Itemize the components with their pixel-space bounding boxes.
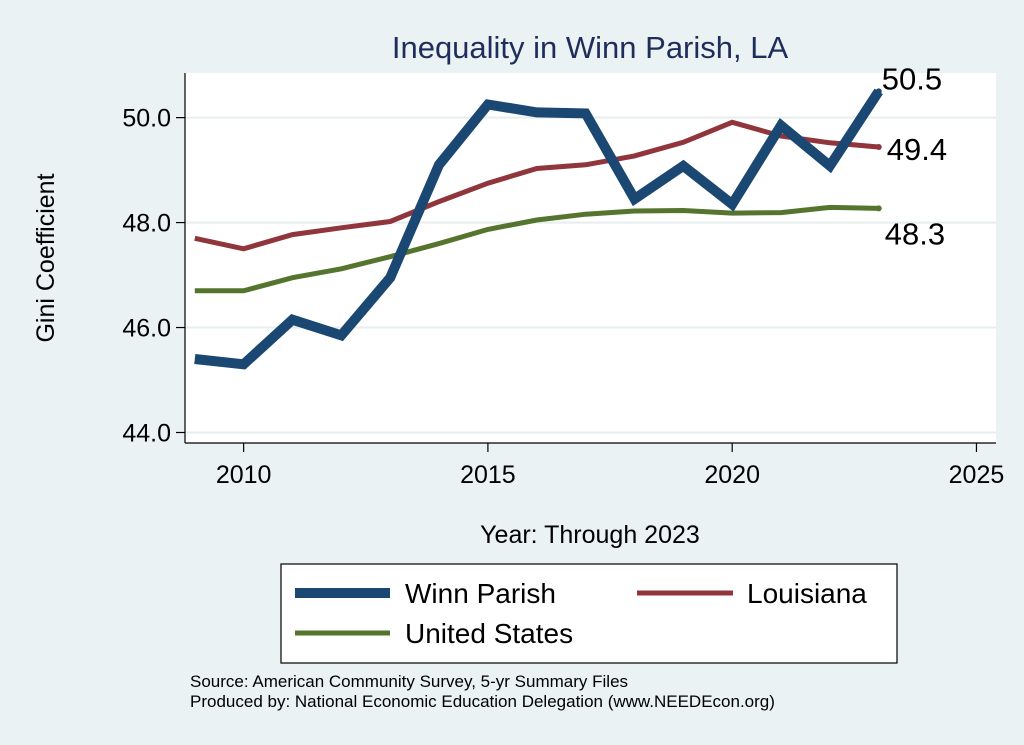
- series-line-louisiana: [194, 119, 879, 252]
- x-tick-label: 2010: [216, 461, 272, 489]
- x-tick-label: 2015: [460, 461, 516, 489]
- series-endpoint: [875, 205, 882, 212]
- axes: 44.0 46.0 48.0 50.0 2010 2015 2020 2025: [122, 73, 1004, 489]
- legend-label-louisiana: Louisiana: [747, 578, 867, 609]
- x-tick-label: 2020: [704, 461, 760, 489]
- plot-area: [185, 73, 996, 443]
- end-labels: 50.5 49.4 48.3: [882, 61, 947, 251]
- chart-title: Inequality in Winn Parish, LA: [392, 30, 789, 65]
- end-label-united-states: 48.3: [885, 216, 945, 251]
- legend-label-united-states: United States: [405, 618, 573, 649]
- series-line-winn-parish: [194, 88, 883, 370]
- legend: Winn Parish Louisiana United States: [280, 563, 898, 664]
- y-tick-label: 50.0: [122, 105, 171, 133]
- series-layer: [194, 88, 883, 370]
- source-note: Source: American Community Survey, 5-yr …: [190, 672, 628, 691]
- legend-label-winn-parish: Winn Parish: [405, 578, 556, 609]
- legend-box: [280, 563, 898, 664]
- end-label-louisiana: 49.4: [887, 132, 947, 167]
- y-tick-label: 46.0: [122, 315, 171, 343]
- series-endpoint: [875, 144, 882, 150]
- producer-note: Produced by: National Economic Education…: [190, 692, 775, 711]
- y-tick-label: 44.0: [122, 420, 171, 448]
- y-tick-label: 48.0: [122, 210, 171, 238]
- series-line-united-states: [194, 204, 879, 294]
- x-axis-title: Year: Through 2023: [480, 521, 700, 549]
- end-label-winn-parish: 50.5: [882, 61, 942, 96]
- y-axis-title: Gini Coefficient: [32, 173, 60, 342]
- series-endpoint: [875, 88, 882, 95]
- x-tick-label: 2025: [949, 461, 1005, 489]
